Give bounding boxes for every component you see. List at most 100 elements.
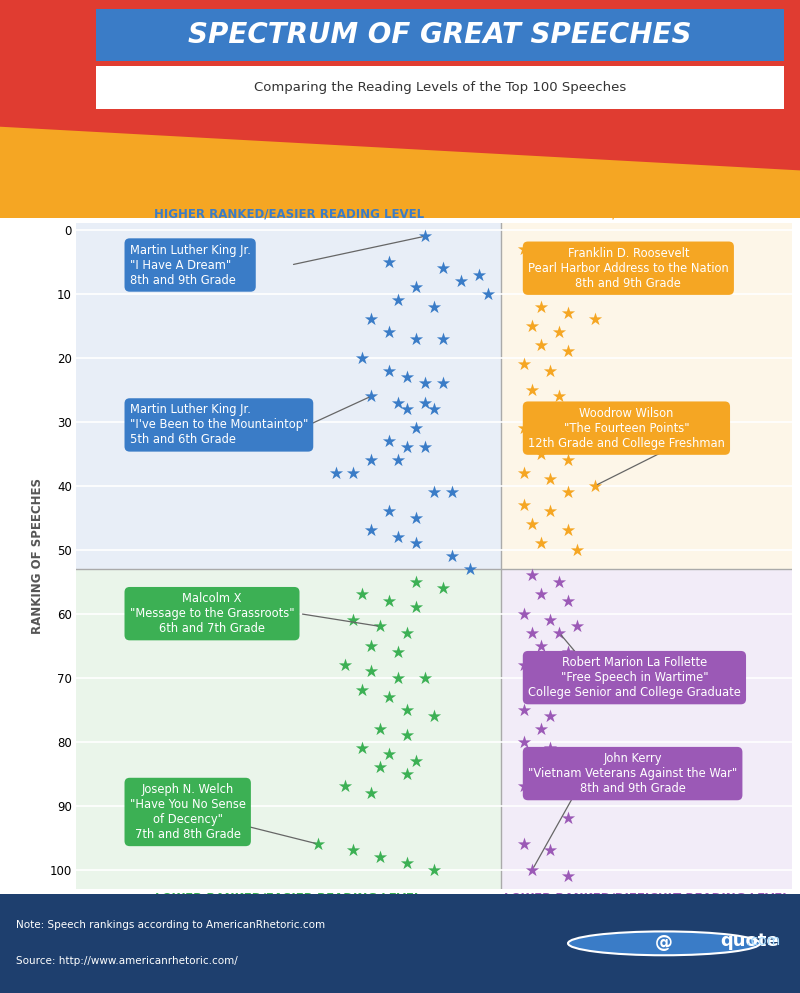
Point: [410, 753, 422, 769]
Polygon shape: [96, 9, 784, 62]
Point: [544, 362, 557, 378]
Point: [526, 567, 539, 583]
Point: [589, 312, 602, 328]
Text: @: @: [655, 934, 673, 952]
Point: [517, 734, 530, 750]
Point: [553, 574, 566, 590]
Point: [562, 644, 574, 660]
Point: [383, 747, 396, 763]
Point: [517, 702, 530, 718]
Point: [437, 580, 450, 596]
Text: .com: .com: [720, 934, 780, 948]
Point: [365, 522, 378, 538]
Point: [446, 548, 458, 564]
Point: [418, 669, 431, 685]
Text: Robert Marion La Follette
"Free Speech in Wartime"
College Senior and College Gr: Robert Marion La Follette "Free Speech i…: [528, 656, 741, 699]
Text: Note: Speech rankings according to AmericanRhetoric.com: Note: Speech rankings according to Ameri…: [16, 921, 325, 930]
Point: [338, 657, 351, 673]
Point: [392, 529, 405, 545]
Text: quote: quote: [720, 932, 778, 950]
Point: [427, 485, 440, 500]
Point: [401, 766, 414, 781]
Point: [589, 478, 602, 494]
Point: [418, 439, 431, 455]
Point: [544, 503, 557, 519]
Point: [535, 446, 548, 462]
Point: [517, 356, 530, 372]
Point: [517, 779, 530, 794]
Point: [553, 388, 566, 404]
Bar: [501, 569, 792, 889]
Point: [571, 619, 584, 635]
Point: [544, 740, 557, 756]
Point: [571, 433, 584, 449]
Point: [437, 375, 450, 391]
Polygon shape: [0, 127, 800, 218]
Point: [401, 439, 414, 455]
Point: [544, 708, 557, 724]
Point: [437, 260, 450, 276]
Point: [463, 561, 476, 577]
Point: [446, 485, 458, 500]
Point: [365, 784, 378, 800]
Point: [410, 535, 422, 551]
Point: [562, 344, 574, 359]
Point: [410, 574, 422, 590]
Point: [365, 452, 378, 468]
Point: [418, 375, 431, 391]
Point: [410, 509, 422, 525]
Text: HIGHER RANKED/EASIER READING LEVEL: HIGHER RANKED/EASIER READING LEVEL: [154, 208, 424, 220]
Point: [526, 625, 539, 640]
Text: John Kerry
"Vietnam Veterans Against the War"
8th and 9th Grade: John Kerry "Vietnam Veterans Against the…: [528, 752, 738, 795]
Text: Woodrow Wilson
"The Fourteen Points"
12th Grade and College Freshman: Woodrow Wilson "The Fourteen Points" 12t…: [528, 407, 725, 450]
Point: [562, 452, 574, 468]
Point: [374, 619, 386, 635]
Point: [365, 388, 378, 404]
Text: Franklin D. Roosevelt
Pearl Harbor Address to the Nation
8th and 9th Grade: Franklin D. Roosevelt Pearl Harbor Addre…: [528, 246, 729, 290]
Point: [562, 868, 574, 884]
Point: [544, 663, 557, 679]
Point: [544, 784, 557, 800]
Point: [401, 625, 414, 640]
Point: [427, 708, 440, 724]
Text: Malcolm X
"Message to the Grassroots"
6th and 7th Grade: Malcolm X "Message to the Grassroots" 6t…: [130, 592, 294, 636]
Text: LOWER RANKED/DIFFICULT READING LEVEL: LOWER RANKED/DIFFICULT READING LEVEL: [504, 892, 790, 905]
Point: [347, 842, 360, 858]
Point: [517, 606, 530, 622]
Point: [562, 485, 574, 500]
Point: [383, 689, 396, 705]
Text: Martin Luther King Jr.
"I Have A Dream"
8th and 9th Grade: Martin Luther King Jr. "I Have A Dream" …: [130, 243, 250, 287]
Point: [517, 420, 530, 436]
Point: [410, 279, 422, 295]
Point: [392, 669, 405, 685]
Point: [401, 855, 414, 871]
Point: [392, 394, 405, 410]
Point: [454, 273, 467, 289]
Bar: [76, 223, 501, 569]
Text: Source: http://www.americanrhetoric.com/: Source: http://www.americanrhetoric.com/: [16, 956, 238, 966]
Point: [383, 503, 396, 519]
Point: [526, 862, 539, 878]
Point: [401, 401, 414, 417]
Point: [553, 625, 566, 640]
Point: [401, 702, 414, 718]
Point: [427, 299, 440, 315]
Point: [427, 401, 440, 417]
Point: [356, 682, 369, 698]
Point: [356, 587, 369, 603]
Point: [347, 612, 360, 628]
Point: [544, 842, 557, 858]
Point: [365, 638, 378, 653]
Point: [347, 465, 360, 481]
Point: [401, 727, 414, 743]
Text: SPECTRUM OF GREAT SPEECHES: SPECTRUM OF GREAT SPEECHES: [188, 21, 692, 49]
Point: [410, 600, 422, 616]
Point: [526, 318, 539, 334]
Bar: [96, 66, 784, 109]
Point: [571, 669, 584, 685]
Point: [383, 433, 396, 449]
Point: [410, 420, 422, 436]
Point: [437, 331, 450, 347]
Point: [418, 394, 431, 410]
Point: [535, 682, 548, 698]
